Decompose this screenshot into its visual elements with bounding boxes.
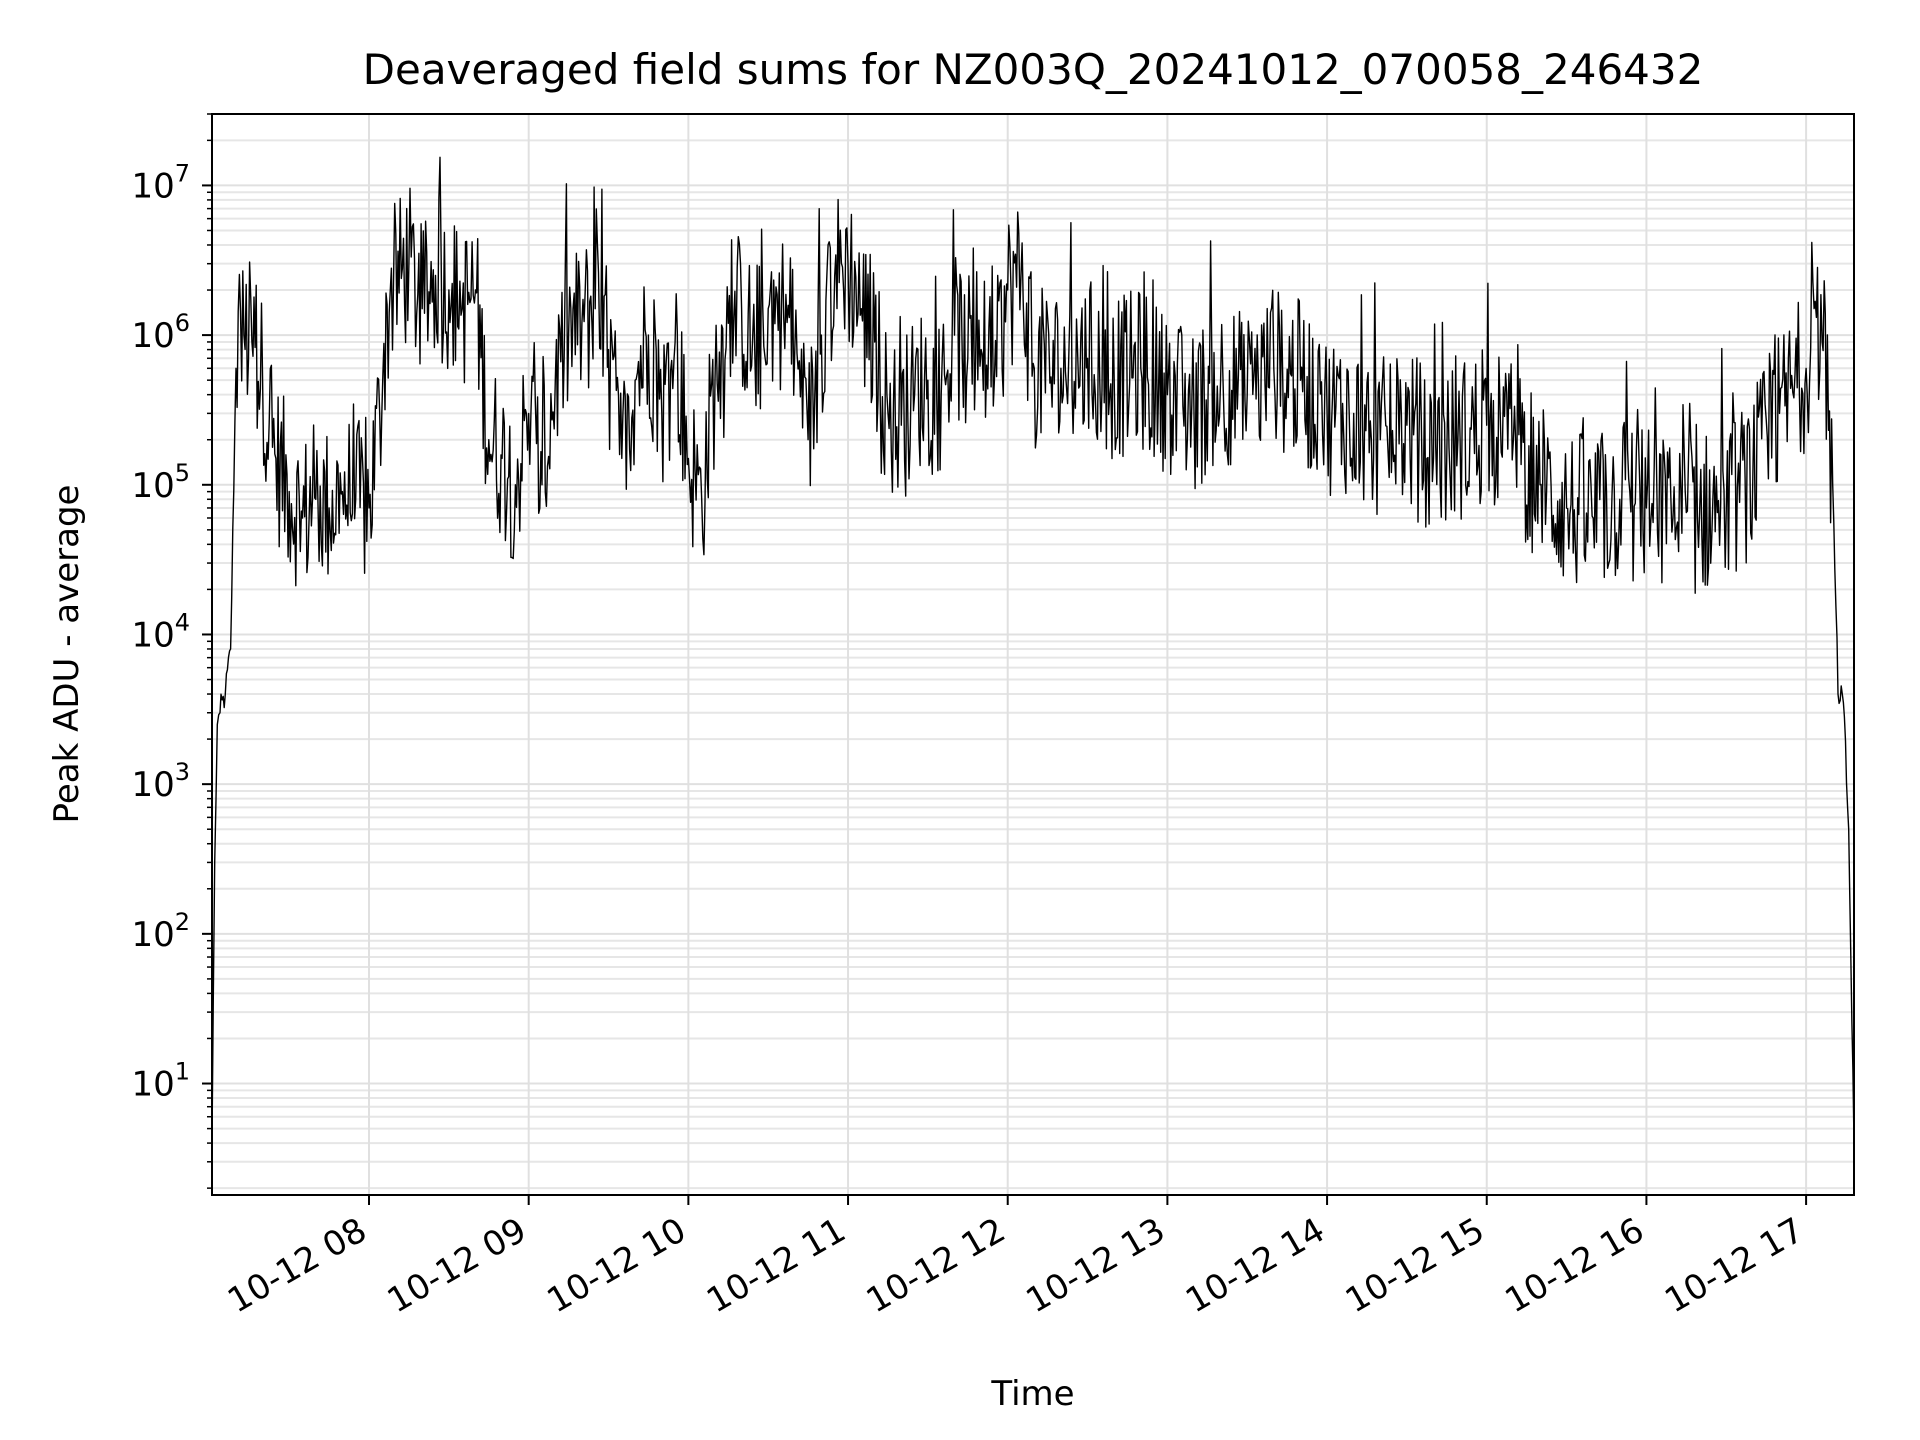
y-tick-label: 106: [131, 309, 190, 356]
y-axis-title: Peak ADU - average: [47, 485, 87, 824]
series-line: [211, 156, 1855, 1144]
y-tick-label: 107: [131, 159, 190, 206]
y-tick-label: 101: [131, 1058, 190, 1105]
x-axis-title: Time: [990, 1374, 1074, 1414]
y-tick-label: 102: [131, 908, 190, 955]
chart-title: Deaveraged field sums for NZ003Q_2024101…: [363, 45, 1704, 94]
y-tick-label: 104: [131, 608, 190, 655]
y-axis: 101 102 103 104 105 106 107: [131, 113, 212, 1189]
y-tick-label: 105: [131, 459, 190, 506]
y-tick-label: 103: [131, 758, 190, 805]
plot-frame: [211, 113, 1855, 1196]
series-layer: [211, 156, 1855, 1144]
